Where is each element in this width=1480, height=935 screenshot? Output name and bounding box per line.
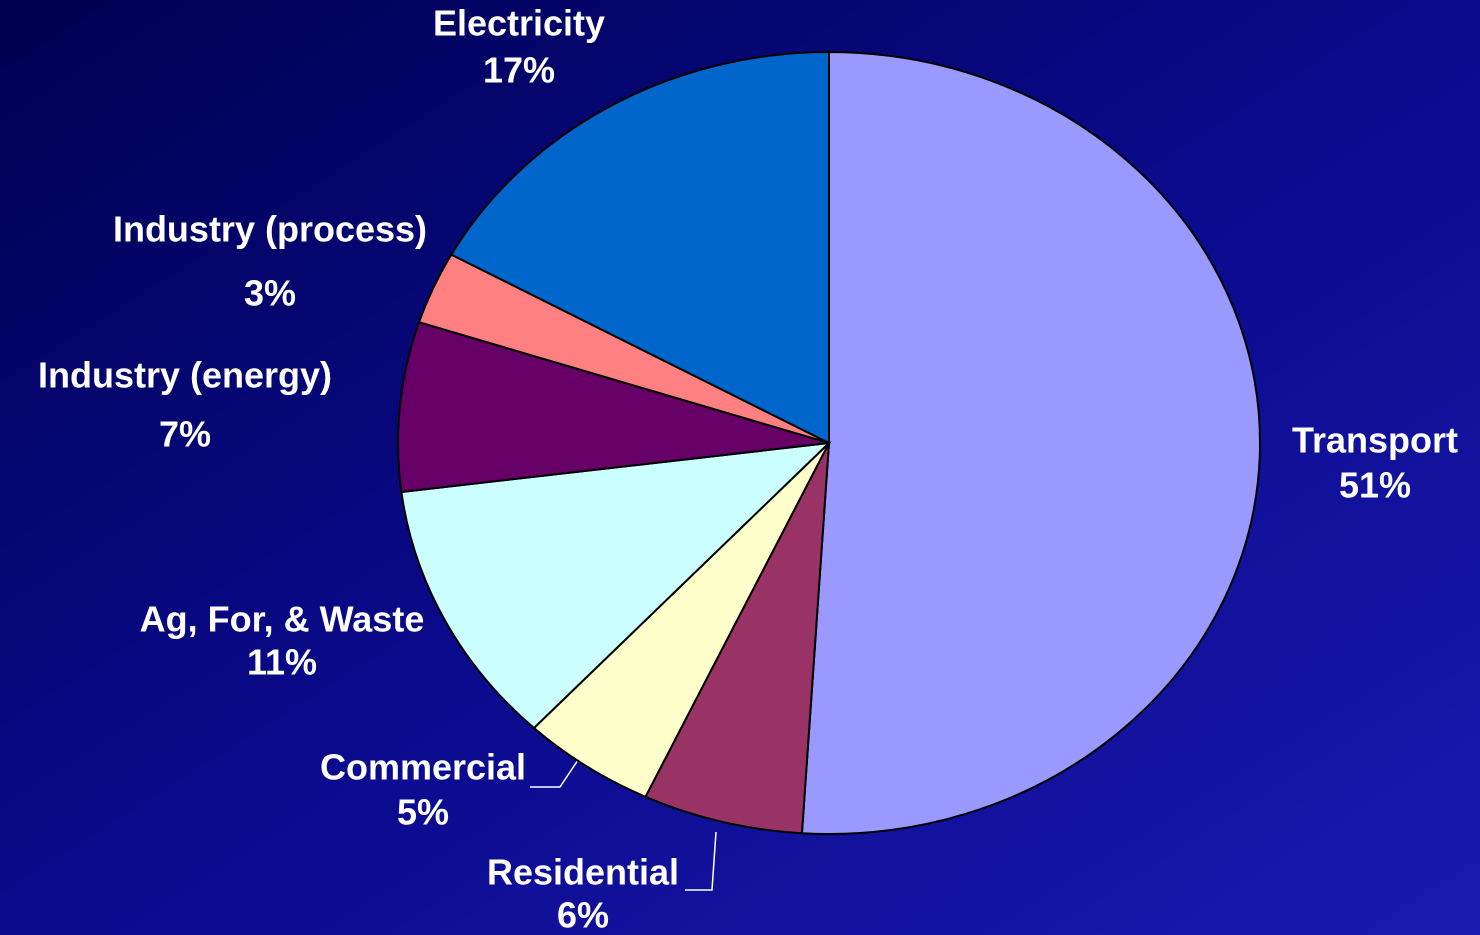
slice-label: Residential xyxy=(487,852,679,893)
slice-value-label: 5% xyxy=(397,792,449,833)
slice-label: Commercial xyxy=(320,747,526,788)
slice-label: Industry (process) xyxy=(113,209,427,250)
slice-label: Transport xyxy=(1292,420,1458,461)
leader-line xyxy=(685,831,717,891)
pie-slice xyxy=(800,50,1261,835)
slice-value-label: 51% xyxy=(1339,465,1411,506)
pie-slice xyxy=(397,320,830,494)
pie-slice xyxy=(644,442,830,835)
slice-value-label: 17% xyxy=(483,50,555,91)
slice-label: Electricity xyxy=(433,3,605,44)
slice-value-label: 6% xyxy=(557,895,609,935)
slice-value-label: 3% xyxy=(244,273,296,314)
pie-slice xyxy=(400,441,832,730)
leader-line xyxy=(530,759,579,788)
slice-value-label: 11% xyxy=(247,642,317,683)
slice-label: Industry (energy) xyxy=(38,355,332,396)
slice-label: Ag, For, & Waste xyxy=(140,599,425,640)
pie-slice xyxy=(449,50,830,445)
slice-value-label: 7% xyxy=(159,414,211,455)
